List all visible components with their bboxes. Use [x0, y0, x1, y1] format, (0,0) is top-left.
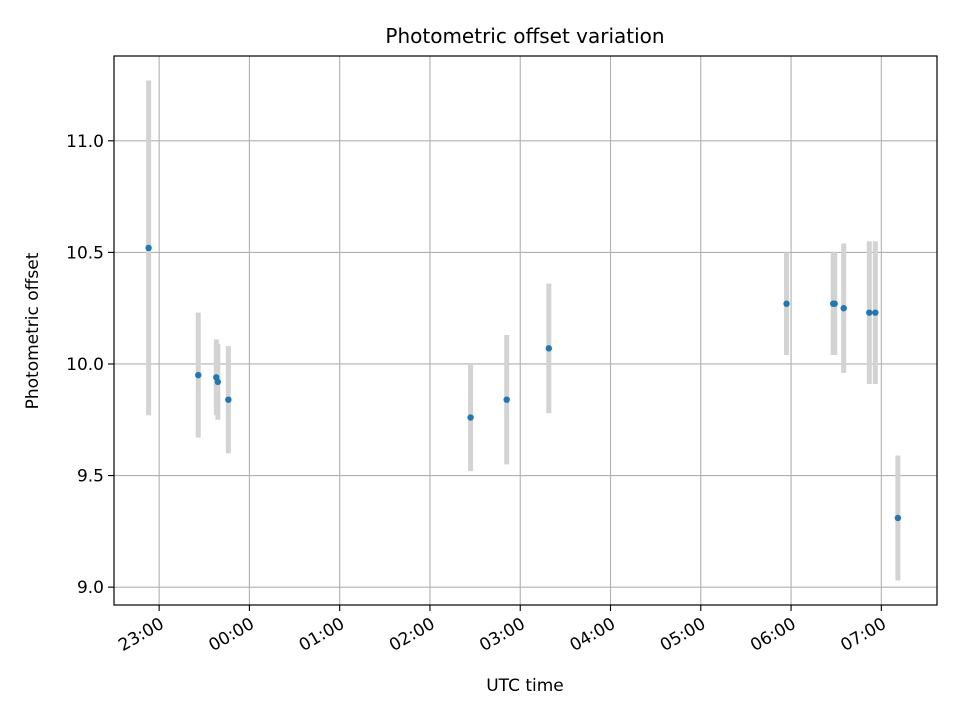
error-bars: [146, 80, 901, 581]
grid-lines: [114, 56, 937, 605]
y-tick-label: 9.5: [77, 467, 104, 487]
x-tick-label: 06:00: [747, 614, 799, 656]
x-tick-label: 23:00: [115, 614, 167, 656]
data-point: [831, 300, 838, 307]
x-tick-label: 01:00: [296, 614, 348, 656]
y-tick-label: 10.5: [66, 243, 104, 263]
x-tick-label: 04:00: [567, 614, 619, 656]
data-point: [225, 396, 232, 403]
data-point: [214, 378, 222, 386]
y-tick-label: 10.0: [66, 355, 104, 375]
x-tick-label: 03:00: [476, 614, 528, 656]
x-ticks: 23:00 00:00 01:00 02:00 03:00 04:00 05:00 06:00…: [115, 605, 890, 656]
x-tick-label: 00:00: [205, 614, 257, 656]
data-point: [894, 514, 902, 522]
data-point: [503, 396, 510, 403]
y-ticks: 9.0 9.5 10.0 10.5 11.0: [66, 132, 114, 598]
axes-frame: [113, 55, 938, 606]
x-axis-label: UTC time: [486, 676, 564, 696]
data-point: [866, 309, 873, 316]
data-point: [195, 371, 202, 379]
x-tick-label: 07:00: [837, 614, 889, 656]
data-point: [145, 244, 152, 252]
data-point: [872, 309, 879, 316]
y-axis-label: Photometric offset: [23, 252, 43, 409]
chart-title: Photometric offset variation: [385, 24, 664, 48]
y-tick-label: 9.0: [77, 578, 104, 598]
data-point: [840, 304, 847, 312]
data-point: [783, 300, 790, 307]
x-tick-label: 05:00: [657, 614, 709, 656]
x-tick-label: 02:00: [386, 614, 438, 656]
y-tick-label: 11.0: [66, 132, 104, 152]
data-point: [545, 345, 553, 352]
data-points: [145, 244, 902, 522]
data-point: [467, 414, 474, 421]
